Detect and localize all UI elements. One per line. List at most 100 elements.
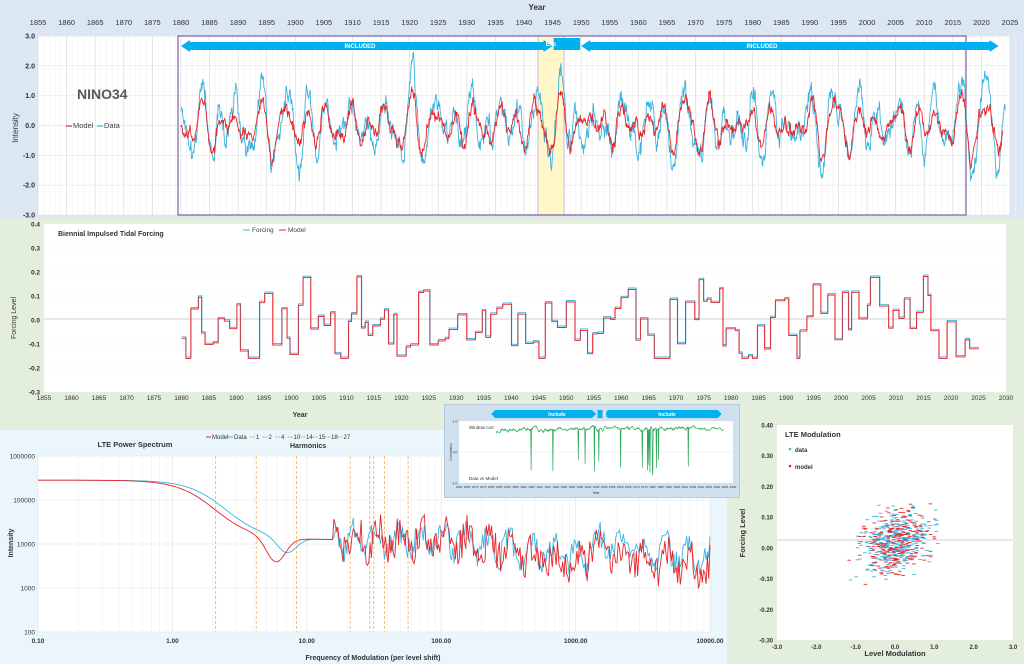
forcing-x-axis-label: Year xyxy=(293,412,308,419)
forcing-y-tick: -0.2 xyxy=(29,366,41,373)
inset-x-tick: 1870 xyxy=(472,485,479,489)
forcing-x-tick: 1885 xyxy=(202,395,217,402)
lte-x-tick: -3.0 xyxy=(772,645,783,651)
forcing-x-tick: 1995 xyxy=(806,395,821,402)
nino34-title: NINO34 xyxy=(77,86,128,102)
inset-x-tick: 1920 xyxy=(552,485,559,489)
lte-modulation-chart: 0.40 0.30 0.20 0.10 0.00 -0.10 -0.20 -0.30 -3.0… xyxy=(738,424,1018,659)
inset-x-tick: 1925 xyxy=(560,485,567,489)
spectrum-y-tick: 10000 xyxy=(17,542,35,549)
window-correlation-series xyxy=(495,425,724,476)
inset-x-tick: 1955 xyxy=(609,485,616,489)
lte-y-tick: -0.10 xyxy=(759,577,773,583)
forcing-x-tick: 1960 xyxy=(614,395,629,402)
inset-x-tick: 1935 xyxy=(577,485,584,489)
nino34-panel: 1855 1860 1865 1870 1875 1880 1885 1890 1895 1900… xyxy=(0,0,1024,218)
forcing-x-tick: 1870 xyxy=(119,395,134,402)
lte-x-tick: 2.0 xyxy=(969,645,978,651)
spectrum-y-tick: 100000 xyxy=(13,498,35,505)
forcing-x-tick: 1915 xyxy=(367,395,382,402)
nino34-y-tick: 3.0 xyxy=(25,34,35,41)
forcing-x-tick: 1930 xyxy=(449,395,464,402)
spectrum-legend-label: 10 xyxy=(294,435,301,441)
inset-x-tick: 2015 xyxy=(705,485,712,489)
lte-x-tick: 3.0 xyxy=(1009,645,1018,651)
spectrum-data-series xyxy=(38,479,711,577)
spectrum-y-tick: 1000000 xyxy=(10,454,36,461)
forcing-x-tick: 1940 xyxy=(504,395,519,402)
nino34-y-tick: 0.0 xyxy=(25,123,35,130)
inset-x-tick: 1990 xyxy=(665,485,672,489)
nino34-x-tick: 1870 xyxy=(115,18,132,27)
inset-y-tick: 0.0 xyxy=(453,451,458,455)
forcing-x-tick: 2000 xyxy=(834,395,849,402)
lte-y-tick: -0.20 xyxy=(759,608,773,614)
nino34-x-tick: 1925 xyxy=(430,18,447,27)
nino34-x-tick: 1880 xyxy=(173,18,190,27)
nino34-x-tick: 1975 xyxy=(716,18,733,27)
inset-x-tick: 2000 xyxy=(681,485,688,489)
nino34-x-tick: 1900 xyxy=(287,18,304,27)
nino34-y-tick: -3.0 xyxy=(23,213,35,219)
lte-plot-area xyxy=(777,425,1013,640)
forcing-y-axis-label: Forcing Level xyxy=(11,297,18,339)
forcing-y-tick: 0.0 xyxy=(31,318,40,325)
nino34-x-tick: 1955 xyxy=(601,18,618,27)
lte-y-axis-label: Forcing Level xyxy=(738,509,747,558)
nino34-year-label: Year xyxy=(529,3,546,12)
forcing-x-tick: 1855 xyxy=(37,395,52,402)
lte-y-tick: 0.10 xyxy=(761,516,773,522)
spectrum-title: LTE Power Spectrum xyxy=(98,440,173,449)
spectrum-legend-label: 14 xyxy=(306,435,313,441)
inset-x-tick: 1905 xyxy=(528,485,535,489)
inset-x-tick: 1885 xyxy=(496,485,503,489)
inset-y-tick: -1.0 xyxy=(451,482,457,486)
nino34-x-tick: 1980 xyxy=(744,18,761,27)
inset-x-tick: 1875 xyxy=(480,485,487,489)
spectrum-legend-label: Model xyxy=(212,435,228,441)
inset-x-tick: 1965 xyxy=(625,485,632,489)
forcing-y-tick: 0.2 xyxy=(31,270,40,277)
forcing-x-tick: 1890 xyxy=(229,395,244,402)
forcing-x-tick: 1990 xyxy=(779,395,794,402)
nino34-x-tick: 1970 xyxy=(687,18,704,27)
forcing-title: Biennial Impulsed Tidal Forcing xyxy=(58,231,164,238)
spectrum-y-tick: 1000 xyxy=(21,586,36,593)
nino34-y-tick: 2.0 xyxy=(25,63,35,70)
inset-x-tick: 1940 xyxy=(585,485,592,489)
nino34-x-tick: 1935 xyxy=(487,18,504,27)
nino34-x-tick: 1910 xyxy=(344,18,361,27)
forcing-x-tick: 1970 xyxy=(669,395,684,402)
nino34-x-tick: 2010 xyxy=(916,18,933,27)
nino34-chart: 1855 1860 1865 1870 1875 1880 1885 1890 1895 1900… xyxy=(11,3,1022,219)
nino34-x-tick: 2020 xyxy=(973,18,990,27)
inset-include-right: Include xyxy=(658,412,676,418)
nino34-x-tick: 2015 xyxy=(944,18,961,27)
forcing-panel: 0.4 0.3 0.2 0.1 0.0 -0.1 -0.2 -0.3 1855 1860 1865… xyxy=(0,218,1024,430)
spectrum-legend-label: Data xyxy=(234,435,247,441)
nino34-x-tick: 1860 xyxy=(58,18,75,27)
inset-x-tick: 1950 xyxy=(601,485,608,489)
inset-x-tick: 2025 xyxy=(722,485,729,489)
excluded-box xyxy=(553,38,581,50)
lte-x-tick: -2.0 xyxy=(811,645,822,651)
lte-x-tick: -1.0 xyxy=(850,645,861,651)
forcing-chart: 0.4 0.3 0.2 0.1 0.0 -0.1 -0.2 -0.3 1855 1860 1865… xyxy=(11,222,1014,420)
nino34-x-tick: 1920 xyxy=(401,18,418,27)
spectrum-x-tick: 0.10 xyxy=(32,638,45,645)
inset-x-tick: 1865 xyxy=(464,485,471,489)
forcing-y-tick: -0.3 xyxy=(29,390,41,397)
inset-excl-box xyxy=(597,410,603,418)
spectrum-legend: Model Data 1 2 4 10 14 15 18 27 xyxy=(206,435,351,441)
nino34-x-tick: 1875 xyxy=(144,18,161,27)
inset-x-tick: 1985 xyxy=(657,485,664,489)
spectrum-legend-label: 4 xyxy=(281,435,285,441)
nino34-x-tick: 1930 xyxy=(458,18,475,27)
legend-lte-model-dot xyxy=(788,464,792,468)
inset-x-tick: 2030 xyxy=(730,485,737,489)
harmonics-label: Harmonics xyxy=(290,443,326,450)
legend-lte-data-label: data xyxy=(795,448,808,454)
nino34-x-tick: 1915 xyxy=(373,18,390,27)
spectrum-x-tick: 10000.00 xyxy=(696,638,723,645)
inset-x-tick: 1900 xyxy=(520,485,527,489)
